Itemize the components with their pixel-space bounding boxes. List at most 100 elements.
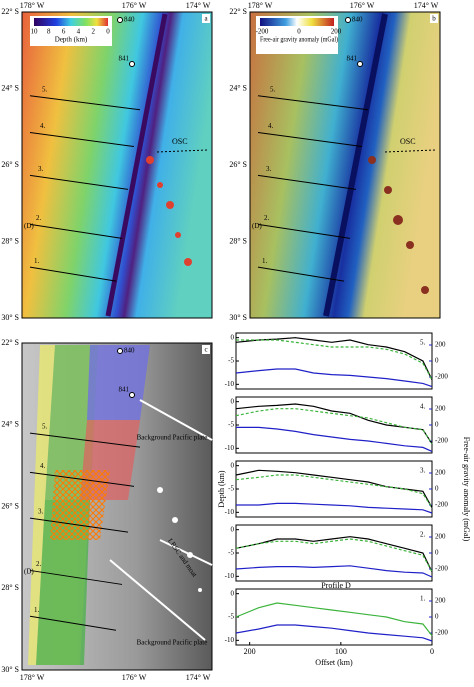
colorbar-tick: 8 bbox=[47, 28, 51, 36]
profile-line bbox=[257, 223, 351, 239]
y2-tick-label: -200 bbox=[435, 501, 448, 509]
profile-number: 5. bbox=[420, 339, 426, 347]
y2-tick-label: -200 bbox=[435, 373, 448, 381]
boundary-lines bbox=[109, 399, 213, 641]
profile-line bbox=[29, 132, 135, 148]
profile-series bbox=[235, 337, 433, 380]
site-label: 840 bbox=[124, 347, 135, 355]
hatched-zone bbox=[50, 470, 110, 540]
lat-label: 28° S bbox=[1, 583, 19, 592]
y2-tick-label: 0 bbox=[435, 357, 439, 365]
y-tick-label: -10 bbox=[225, 572, 235, 580]
profile-line bbox=[29, 266, 117, 282]
colorbar-tick: 2 bbox=[91, 28, 95, 36]
lat-label: 28° S bbox=[229, 236, 247, 245]
profile-label: 2. bbox=[264, 214, 270, 222]
y-tick-label: -5 bbox=[228, 549, 234, 557]
profile-series bbox=[235, 565, 433, 578]
y-tick-label: -5 bbox=[228, 357, 234, 365]
y2-tick-label: -200 bbox=[435, 629, 448, 637]
profile-line bbox=[29, 569, 123, 585]
lat-label: 26° S bbox=[1, 160, 19, 169]
y2-tick-label: 200 bbox=[435, 405, 446, 413]
profile-series bbox=[236, 502, 433, 514]
blue-zone bbox=[87, 345, 150, 420]
lon-label: 174° W bbox=[414, 1, 439, 10]
panel-letter-box bbox=[202, 345, 210, 354]
y2-tick-label: -200 bbox=[435, 437, 448, 445]
y2-axis-label: Free-air gravity anomaly (mGal) bbox=[462, 437, 471, 542]
x-tick-label: 100 bbox=[335, 647, 347, 656]
osc-label: OSC bbox=[172, 137, 188, 146]
y-tick-label: -10 bbox=[225, 380, 235, 388]
x-tick-label: 0 bbox=[430, 647, 434, 656]
profile-label: 3. bbox=[266, 165, 272, 173]
profile-label: 5. bbox=[42, 423, 48, 431]
lat-label: 22° S bbox=[229, 7, 247, 16]
lat-label: 24° S bbox=[1, 420, 19, 429]
profile-series bbox=[235, 408, 433, 445]
colorbar-tick: -200 bbox=[256, 28, 269, 36]
lat-label: 24° S bbox=[229, 83, 247, 92]
profile-number: 1. bbox=[420, 595, 426, 603]
profile-number: 3. bbox=[420, 467, 426, 475]
profile-label: 3. bbox=[38, 508, 44, 516]
profile-series bbox=[236, 339, 433, 380]
site-label: 841 bbox=[119, 386, 130, 394]
profile-label: 4. bbox=[40, 122, 46, 130]
site-label: 840 bbox=[124, 16, 135, 24]
profile-line bbox=[257, 95, 369, 111]
y2-tick-label: 200 bbox=[435, 597, 446, 605]
lon-label: 174° W bbox=[186, 1, 211, 10]
lat-label: 30° S bbox=[229, 313, 247, 322]
lat-label: 24° S bbox=[1, 83, 19, 92]
seamounts bbox=[146, 156, 192, 266]
profile-line bbox=[29, 517, 129, 533]
site-label: 840 bbox=[352, 16, 363, 24]
profile-label: 2. bbox=[36, 560, 42, 568]
panel-letter: b bbox=[432, 15, 436, 23]
d-label: (D) bbox=[24, 568, 34, 576]
seamounts bbox=[368, 156, 429, 294]
y2-tick-label: 200 bbox=[435, 341, 446, 349]
panel-letter: c bbox=[204, 346, 207, 354]
profile-series bbox=[235, 403, 433, 445]
profile-annotation: Profile D bbox=[321, 581, 351, 590]
site-label: 841 bbox=[119, 55, 130, 63]
colorbar bbox=[34, 18, 108, 26]
y2-tick-label: 0 bbox=[435, 613, 439, 621]
y2-tick-label: 200 bbox=[435, 533, 446, 541]
osc-line bbox=[156, 149, 208, 153]
y-tick-label: 0 bbox=[231, 525, 235, 533]
profile-series bbox=[235, 538, 433, 572]
y2-tick-label: 0 bbox=[435, 549, 439, 557]
profile-line bbox=[257, 132, 363, 148]
profile-label: 2. bbox=[36, 214, 42, 222]
site-marker bbox=[129, 61, 135, 67]
y-axis-label: Depth (km) bbox=[217, 470, 226, 507]
profile-series bbox=[235, 624, 433, 642]
lat-label: 22° S bbox=[1, 7, 19, 16]
lat-label: 30° S bbox=[1, 313, 19, 322]
lon-label: 174° W bbox=[186, 673, 211, 682]
site-marker bbox=[129, 392, 135, 398]
colorbar-tick: 0 bbox=[106, 28, 110, 36]
panel-letter-box bbox=[202, 14, 210, 23]
lon-label: 176° W bbox=[122, 1, 147, 10]
profile-series bbox=[235, 474, 433, 509]
panel-letter-box bbox=[430, 14, 438, 23]
profile-label: 5. bbox=[270, 85, 276, 93]
profile-series bbox=[235, 602, 433, 637]
y-tick-label: -10 bbox=[225, 508, 235, 516]
colorbar-tick: 200 bbox=[331, 28, 342, 36]
y-tick-label: -5 bbox=[228, 421, 234, 429]
lat-label: 30° S bbox=[1, 665, 19, 674]
y2-tick-label: 0 bbox=[435, 485, 439, 493]
map-b bbox=[249, 11, 441, 319]
profile-label: 1. bbox=[34, 606, 40, 614]
site-marker bbox=[345, 17, 351, 23]
x-axis-label: Offset (km) bbox=[315, 658, 353, 667]
y2-tick-label: 200 bbox=[435, 469, 446, 477]
y-tick-label: -10 bbox=[225, 636, 235, 644]
plate-label: Background Pacific plate bbox=[137, 639, 208, 647]
